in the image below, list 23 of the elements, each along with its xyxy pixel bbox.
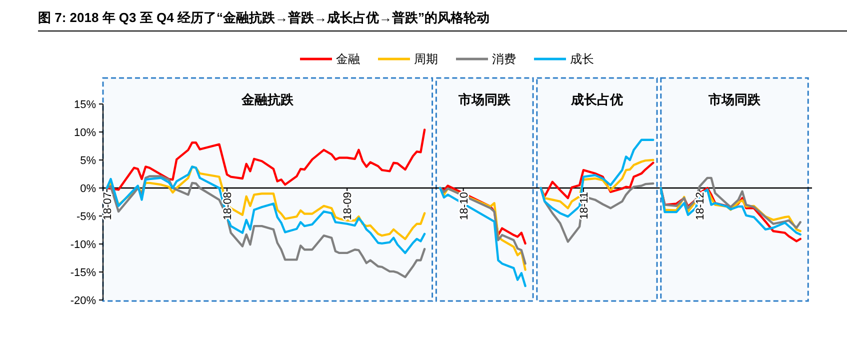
band-label: 市场同跌 <box>708 92 762 107</box>
x-tick-label: 18-09 <box>342 192 354 220</box>
legend-label: 周期 <box>414 52 438 66</box>
y-tick-label: -20% <box>70 295 96 307</box>
legend-label: 成长 <box>570 52 594 66</box>
y-tick-label: -15% <box>70 267 96 279</box>
band-label: 成长占优 <box>570 92 623 107</box>
band-label: 金融抗跌 <box>240 92 295 107</box>
y-tick-label: 15% <box>74 99 96 111</box>
band-label: 市场同跌 <box>458 92 512 107</box>
x-tick-label: 18-10 <box>458 192 470 220</box>
x-tick-label: 18-07 <box>102 192 114 220</box>
x-tick-label: 18-08 <box>222 192 234 220</box>
y-tick-label: -10% <box>70 239 96 251</box>
chart-title: 图 7: 2018 年 Q3 至 Q4 经历了“金融抗跌→普跌→成长占优→普跌”的风格轮动 <box>38 10 490 25</box>
y-tick-label: 0% <box>80 183 96 195</box>
legend-label: 消费 <box>492 52 516 66</box>
y-tick-label: -5% <box>76 211 96 223</box>
x-tick-label: 18-12 <box>694 192 707 220</box>
y-tick-label: 5% <box>80 155 96 167</box>
x-tick-label: 18-11 <box>578 192 590 220</box>
y-tick-label: 10% <box>74 127 96 139</box>
legend-label: 金融 <box>336 52 360 66</box>
